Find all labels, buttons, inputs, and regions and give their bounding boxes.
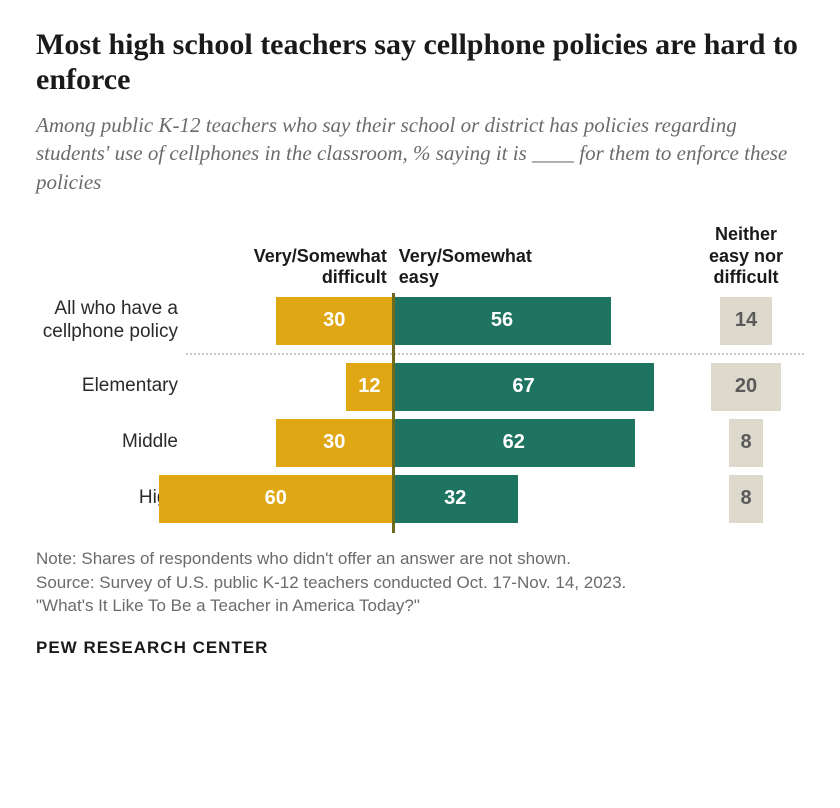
row-label: Middle xyxy=(36,431,186,454)
bar-difficult: 60 xyxy=(159,475,393,523)
neither-header-zone: Neither easy nor difficult xyxy=(696,224,796,289)
bar-neither: 20 xyxy=(711,363,781,411)
chart-notes: Note: Shares of respondents who didn't o… xyxy=(36,547,804,618)
table-row: Elementary126720 xyxy=(36,363,804,411)
bar-difficult: 30 xyxy=(276,419,393,467)
bars-header-zone: Very/Somewhat difficult Very/Somewhat ea… xyxy=(186,243,656,289)
rows-container: All who have a cellphone policy305614Ele… xyxy=(36,297,804,523)
column-headers: Very/Somewhat difficult Very/Somewhat ea… xyxy=(36,224,804,289)
axis-line xyxy=(392,293,395,533)
table-row: Middle30628 xyxy=(36,419,804,467)
neither-zone: 8 xyxy=(696,419,796,467)
row-label: Elementary xyxy=(36,375,186,398)
bar-easy: 32 xyxy=(393,475,518,523)
chart-title: Most high school teachers say cellphone … xyxy=(36,28,804,97)
header-neither: Neither easy nor difficult xyxy=(696,224,796,289)
bar-easy: 62 xyxy=(393,419,635,467)
note-line: "What's It Like To Be a Teacher in Ameri… xyxy=(36,594,804,618)
bar-neither: 14 xyxy=(720,297,772,345)
bars-zone: 6032 xyxy=(186,475,656,523)
row-divider xyxy=(186,353,804,355)
bar-difficult: 30 xyxy=(276,297,393,345)
bar-easy: 56 xyxy=(393,297,611,345)
header-difficult: Very/Somewhat difficult xyxy=(227,246,387,289)
bar-neither: 8 xyxy=(729,419,763,467)
bar-difficult: 12 xyxy=(346,363,393,411)
bars-zone: 3056 xyxy=(186,297,656,345)
bars-zone: 1267 xyxy=(186,363,656,411)
neither-zone: 8 xyxy=(696,475,796,523)
chart-area: Very/Somewhat difficult Very/Somewhat ea… xyxy=(36,224,804,523)
footer-attribution: PEW RESEARCH CENTER xyxy=(36,638,804,658)
neither-zone: 20 xyxy=(696,363,796,411)
table-row: High60328 xyxy=(36,475,804,523)
note-line: Note: Shares of respondents who didn't o… xyxy=(36,547,804,571)
header-easy: Very/Somewhat easy xyxy=(399,246,559,289)
table-row: All who have a cellphone policy305614 xyxy=(36,297,804,345)
bar-neither: 8 xyxy=(729,475,763,523)
chart-subtitle: Among public K-12 teachers who say their… xyxy=(36,111,804,196)
neither-zone: 14 xyxy=(696,297,796,345)
bar-easy: 67 xyxy=(393,363,654,411)
bars-zone: 3062 xyxy=(186,419,656,467)
row-label: All who have a cellphone policy xyxy=(36,298,186,344)
note-line: Source: Survey of U.S. public K-12 teach… xyxy=(36,571,804,595)
